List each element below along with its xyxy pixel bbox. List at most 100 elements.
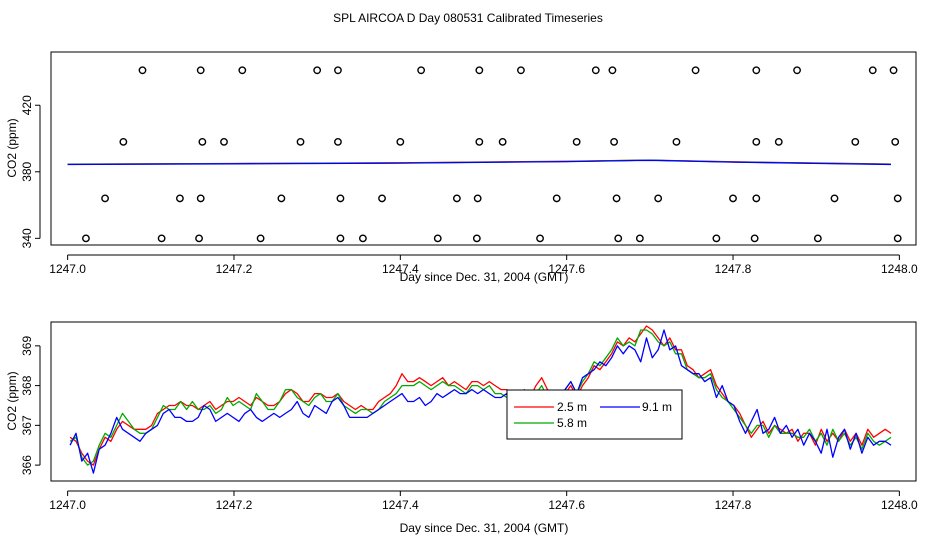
series-line-2.5m xyxy=(69,325,892,466)
data-point xyxy=(691,66,700,75)
data-point xyxy=(608,66,617,75)
data-point xyxy=(472,234,481,243)
data-point xyxy=(157,234,166,243)
data-point xyxy=(654,194,663,203)
data-point xyxy=(336,234,345,243)
bottom-series xyxy=(69,325,892,474)
data-point xyxy=(813,234,822,243)
series-line-line-c xyxy=(67,159,892,166)
x-tick-label: 1247.2 xyxy=(216,498,253,512)
data-point xyxy=(774,137,783,146)
data-point xyxy=(729,194,737,203)
data-point xyxy=(256,234,265,243)
data-point xyxy=(101,194,109,203)
data-point xyxy=(473,194,482,203)
data-point xyxy=(313,66,322,75)
data-point xyxy=(452,194,461,203)
y-tick-label: 340 xyxy=(20,228,34,248)
data-point xyxy=(610,137,618,146)
data-point xyxy=(176,194,184,203)
data-point xyxy=(358,234,367,243)
data-point xyxy=(277,194,286,203)
legend-box xyxy=(506,389,683,440)
data-point xyxy=(119,137,128,146)
top-x-axis-label: Day since Dec. 31, 2004 (GMT) xyxy=(400,270,569,284)
data-point xyxy=(893,234,902,243)
x-tick-label: 1247.0 xyxy=(49,498,86,512)
top-points xyxy=(82,66,902,243)
data-point xyxy=(475,137,484,146)
data-point xyxy=(336,194,345,203)
y-tick-label: 367 xyxy=(20,415,34,435)
figure-title: SPL AIRCOA D Day 080531 Calibrated Times… xyxy=(333,11,603,25)
y-tick-label: 368 xyxy=(20,375,34,395)
top-series xyxy=(67,159,892,166)
data-point xyxy=(296,137,305,146)
data-point xyxy=(334,137,342,146)
data-point xyxy=(498,137,507,146)
data-point xyxy=(635,234,644,243)
data-point xyxy=(334,66,342,75)
data-point xyxy=(889,66,898,75)
bottom-y-axis-label: CO2 (ppm) xyxy=(5,371,19,430)
data-point xyxy=(793,66,801,75)
data-point xyxy=(396,137,405,146)
data-point xyxy=(614,234,623,243)
data-point xyxy=(220,137,228,146)
data-point xyxy=(196,194,205,203)
top-panel: 1247.0 1247.2 1247.4 1247.6 1247.8 1248.0 340 3… xyxy=(5,51,918,284)
data-point xyxy=(433,234,442,243)
x-tick-label: 1247.0 xyxy=(49,262,86,276)
data-point xyxy=(591,66,600,75)
data-point xyxy=(536,234,544,243)
x-tick-label: 1247.6 xyxy=(548,262,585,276)
data-point xyxy=(417,66,426,75)
legend-label-2.5m: 2.5 m xyxy=(557,400,587,414)
data-point xyxy=(517,66,525,75)
y-tick-label: 420 xyxy=(20,95,34,115)
x-tick-label: 1248.0 xyxy=(881,262,918,276)
data-point xyxy=(552,194,561,203)
bottom-axes: 1247.0 1247.2 1247.4 1247.6 1247.8 1248.0 366 3… xyxy=(20,336,918,512)
data-point xyxy=(612,194,621,203)
y-tick-label: 366 xyxy=(20,455,34,475)
top-axes: 1247.0 1247.2 1247.4 1247.6 1247.8 1248.0 340 3… xyxy=(20,95,918,276)
bottom-plot-frame xyxy=(50,321,917,482)
data-point xyxy=(672,137,681,146)
data-point xyxy=(891,137,900,146)
data-point xyxy=(198,137,207,146)
data-point xyxy=(196,66,205,75)
data-point xyxy=(195,234,203,243)
bottom-x-axis-label: Day since Dec. 31, 2004 (GMT) xyxy=(400,521,569,535)
legend-label-9.1m: 9.1 m xyxy=(642,400,672,414)
data-point xyxy=(238,66,247,75)
x-tick-label: 1247.6 xyxy=(548,498,585,512)
data-point xyxy=(572,137,581,146)
x-tick-label: 1247.8 xyxy=(715,498,752,512)
x-tick-label: 1247.2 xyxy=(216,262,253,276)
data-point xyxy=(475,66,484,75)
data-point xyxy=(830,194,839,203)
x-tick-label: 1247.8 xyxy=(715,262,752,276)
data-point xyxy=(82,234,90,243)
x-tick-label: 1248.0 xyxy=(881,498,918,512)
x-tick-label: 1247.4 xyxy=(382,498,419,512)
y-tick-label: 369 xyxy=(20,336,34,356)
data-point xyxy=(752,66,761,75)
data-point xyxy=(893,194,902,203)
y-tick-label: 380 xyxy=(20,161,34,181)
data-point xyxy=(752,194,761,203)
x-tick-label: 1247.4 xyxy=(382,262,419,276)
data-point xyxy=(750,234,759,243)
data-point xyxy=(712,234,721,243)
top-plot-frame xyxy=(50,51,917,246)
top-y-axis-label: CO2 (ppm) xyxy=(5,118,19,177)
data-point xyxy=(752,137,761,146)
legend: 2.5 m 9.1 m 5.8 m xyxy=(506,389,683,440)
series-line-9.1m xyxy=(69,329,892,474)
bottom-panel: 1247.0 1247.2 1247.4 1247.6 1247.8 1248.0 366 3… xyxy=(5,321,918,535)
legend-label-5.8m: 5.8 m xyxy=(557,416,587,430)
data-point xyxy=(868,66,877,75)
